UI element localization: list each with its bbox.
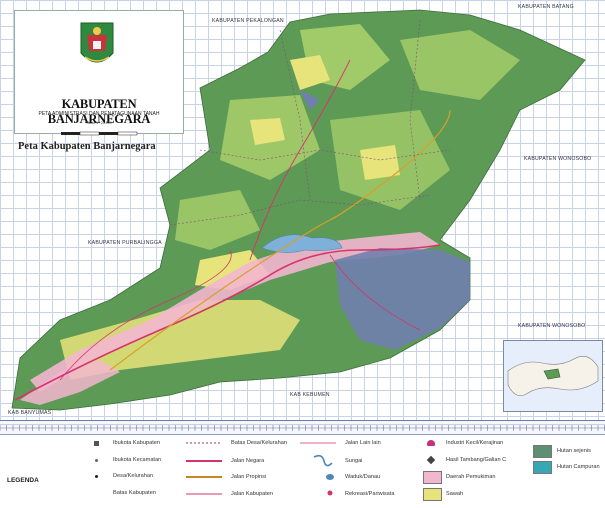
village-icon: [95, 475, 98, 478]
legend-swatch-sawah: [423, 488, 442, 501]
road-secondary: [109, 109, 451, 371]
legend-item-rekreasi: Rekreasi/Pariwisata: [345, 491, 395, 497]
legend-item-sungai: Sungai: [345, 458, 363, 464]
regency-capital-icon: [94, 441, 99, 446]
region-label-northeast: KABUPATEN BATANG: [518, 4, 574, 10]
scale-label: Skala 1 : 25.000: [86, 121, 112, 125]
legend-item-pemukiman: Daerah Pemukiman: [446, 474, 496, 480]
industry-icon: [427, 440, 435, 446]
title-box: KABUPATEN BANJARNEGARA PETA ADMINISTRASI…: [14, 10, 184, 136]
legend-item-desa: Desa/Kelurahan: [113, 473, 154, 479]
legend-swatch-pemukiman: [423, 471, 442, 484]
map-header-title: KABUPATEN BANJARNEGARA: [47, 97, 151, 126]
legend-line-symbols: [186, 442, 222, 495]
inset-locator-map[interactable]: [503, 340, 603, 412]
legend-item-industri: Industri Kecil/Kerajinan: [446, 440, 504, 446]
region-label-south: KAB KEBUMEN: [290, 392, 330, 398]
region-label-north: KABUPATEN PEKALONGAN: [212, 18, 284, 24]
legend-item-sawah: Sawah: [446, 491, 464, 497]
legend-item-tambang: Hasil Tambang/Galian C: [446, 457, 507, 463]
java-locator-shape: [507, 356, 599, 396]
legend-item-jalan-kabupaten: Jalan Kabupaten: [231, 491, 273, 497]
regency-emblem-icon: [80, 22, 114, 63]
coordinate-ruler: [0, 420, 605, 435]
legend-item-jalan-propinsi: Jalan Propinsi: [231, 474, 267, 480]
legend-item-batas-kabupaten: Batas Kabupaten: [113, 490, 156, 496]
legend-item-hutan-sejenis: Hutan sejenis: [557, 448, 591, 454]
legend-item-hutan-campuran: Hutan Campuran: [557, 464, 600, 470]
legend-item-waduk: Waduk/Danau: [345, 474, 381, 480]
legend-item-jalan-negara: Jalan Negara: [231, 458, 265, 464]
region-label-southeast: KABUPATEN WONOSOBO: [518, 323, 586, 329]
legend-panel: [0, 434, 605, 508]
road-main: [14, 244, 441, 401]
legend-item-ibukota-kecamatan: Ibukota Kecamatan: [113, 457, 162, 463]
scale-bar: Skala 1 : 25.000: [51, 121, 147, 136]
map-title: Peta Kabupaten Banjarnegara: [18, 141, 156, 152]
legend-item-ibukota-kabupaten: Ibukota Kabupaten: [113, 440, 160, 446]
legend-item-jalan-lain: Jalan Lain lain: [345, 440, 381, 446]
region-label-southwest: KAB BANYUMAS: [8, 410, 52, 416]
district-capital-icon: [95, 459, 98, 462]
legend-item-batas-desa: Batas Desa/Kelurahan: [231, 440, 287, 446]
legend-swatch-hutan-campuran: [533, 461, 552, 474]
scale-ticks: [61, 131, 138, 136]
legend-heading: LEGENDA: [7, 477, 39, 484]
map-header-subtitle: PETA ADMINISTRASI DAN PENATAGUNAAN TANAH: [38, 111, 160, 117]
legend-feature-symbols: [300, 442, 336, 496]
region-label-east: KABUPATEN WONOSOBO: [524, 156, 592, 162]
district-map[interactable]: [0, 0, 605, 420]
lake: [261, 234, 343, 253]
legend-swatch-hutan-sejenis: [533, 445, 552, 458]
region-label-west: KABUPATEN PURBALINGGA: [88, 240, 162, 246]
